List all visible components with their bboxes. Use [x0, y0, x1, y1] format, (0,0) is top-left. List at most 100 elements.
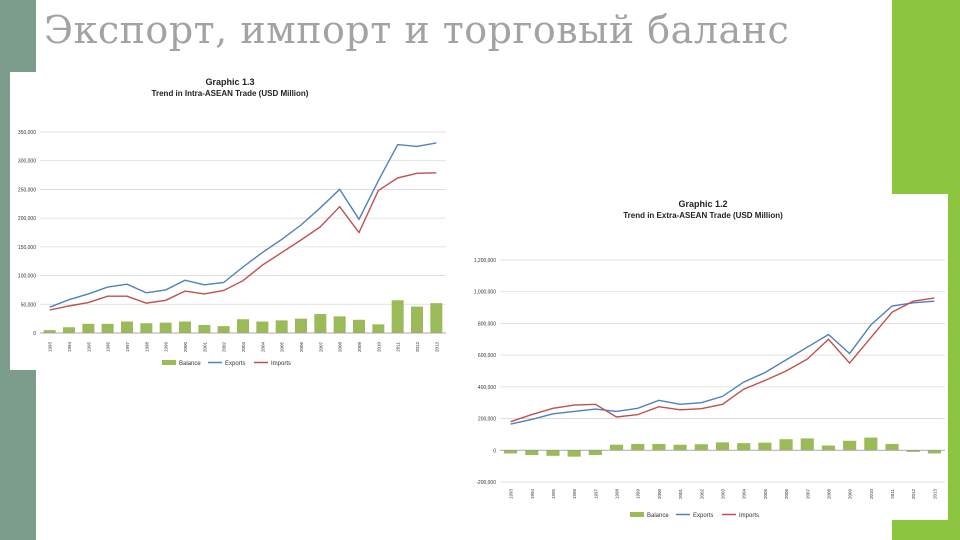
intra-balance-bar — [237, 319, 249, 333]
intra-x-tick-label: 1995 — [86, 342, 91, 353]
extra-balance-bar — [737, 443, 751, 451]
extra-balance-bar — [758, 442, 772, 451]
extra-x-tick-label: 1993 — [509, 489, 514, 500]
intra-balance-bar — [82, 323, 95, 333]
extra-x-tick-label: 2013 — [932, 489, 937, 500]
extra-x-tick-label: 1996 — [572, 489, 577, 500]
slide-title: Экспорт, импорт и торговый баланс — [44, 8, 790, 52]
intra-y-tick-label: 0 — [33, 331, 36, 337]
extra-chart-title: Graphic 1.2 — [678, 199, 727, 209]
extra-x-tick-label: 2011 — [890, 489, 895, 499]
intra-balance-bar — [372, 324, 385, 333]
extra-y-tick-label: 800,000 — [478, 321, 496, 327]
intra-balance-bar — [101, 323, 114, 333]
extra-chart-subtitle: Trend in Extra-ASEAN Trade (USD Million) — [623, 211, 783, 220]
intra-x-tick-label: 2012 — [415, 342, 420, 353]
extra-x-tick-label: 1994 — [530, 489, 535, 500]
intra-x-tick-label: 2011 — [396, 342, 401, 352]
intra-x-tick-label: 1997 — [125, 342, 130, 353]
extra-x-tick-label: 2003 — [721, 489, 726, 500]
intra-x-tick-label: 2006 — [299, 342, 304, 353]
extra-x-tick-label: 2008 — [826, 489, 831, 500]
extra-x-tick-label: 1998 — [615, 489, 620, 500]
intra-x-tick-label: 2004 — [260, 342, 265, 353]
intra-x-tick-label: 2013 — [434, 342, 439, 353]
extra-y-tick-label: -200,000 — [476, 480, 496, 486]
extra-y-tick-label: 0 — [493, 448, 496, 454]
intra-legend-label-imports: Imports — [271, 361, 291, 367]
intra-asean-trade-chart: Graphic 1.3 Trend in Intra-ASEAN Trade (U… — [10, 72, 450, 370]
extra-x-tick-label: 2001 — [678, 489, 683, 500]
intra-y-tick-label: 350,000 — [18, 130, 36, 136]
extra-legend-swatch-balance — [630, 512, 644, 517]
extra-exports-line — [510, 300, 935, 425]
intra-x-tick-label: 1994 — [67, 342, 72, 353]
extra-balance-bar — [546, 450, 560, 456]
intra-x-tick-label: 2007 — [318, 342, 323, 353]
intra-imports-line — [49, 172, 437, 311]
extra-balance-bar — [927, 450, 941, 454]
extra-x-tick-label: 2005 — [763, 489, 768, 500]
intra-x-tick-label: 2000 — [183, 342, 188, 353]
intra-x-tick-label: 1999 — [164, 342, 169, 353]
intra-x-tick-label: 2005 — [280, 342, 285, 353]
intra-x-tick-label: 1996 — [106, 342, 111, 353]
extra-x-tick-label: 2012 — [911, 489, 916, 500]
intra-balance-bar — [391, 300, 404, 333]
extra-asean-trade-chart: Graphic 1.2 Trend in Extra-ASEAN Trade (U… — [455, 194, 948, 520]
extra-x-tick-label: 2004 — [742, 489, 747, 500]
intra-chart-title: Graphic 1.3 — [205, 77, 254, 87]
extra-y-tick-label: 600,000 — [478, 353, 496, 359]
intra-y-tick-label: 50,000 — [21, 302, 37, 308]
intra-x-tick-label: 2003 — [241, 342, 246, 353]
intra-balance-bar — [275, 320, 288, 333]
extra-x-tick-label: 2007 — [805, 489, 810, 500]
extra-y-tick-label: 400,000 — [478, 385, 496, 391]
intra-balance-bar — [411, 306, 423, 333]
intra-x-tick-label: 1998 — [144, 342, 149, 353]
extra-balance-bar — [800, 438, 814, 451]
intra-asean-chart-svg: Graphic 1.3 Trend in Intra-ASEAN Trade (U… — [18, 77, 446, 367]
intra-legend-label-balance: Balance — [179, 361, 201, 367]
extra-balance-bar — [504, 450, 518, 454]
extra-balance-bar — [715, 442, 730, 451]
extra-balance-bar — [885, 443, 899, 451]
intra-balance-bar — [256, 321, 269, 333]
intra-balance-bar — [353, 319, 365, 333]
extra-x-tick-label: 2010 — [869, 489, 874, 500]
extra-y-tick-label: 1,200,000 — [474, 258, 496, 264]
extra-y-tick-label: 1,000,000 — [474, 290, 496, 296]
extra-x-tick-label: 2002 — [699, 489, 704, 500]
extra-x-tick-label: 2000 — [657, 489, 662, 500]
intra-balance-bar — [121, 321, 133, 333]
extra-balance-bar — [843, 440, 857, 451]
intra-y-tick-label: 200,000 — [18, 216, 36, 222]
intra-exports-line — [49, 142, 437, 308]
intra-balance-bar — [43, 330, 56, 333]
intra-chart-subtitle: Trend in Intra-ASEAN Trade (USD Million) — [152, 89, 309, 98]
extra-balance-bar — [631, 443, 645, 451]
extra-y-tick-label: 200,000 — [478, 417, 496, 423]
intra-y-tick-label: 150,000 — [18, 245, 36, 251]
extra-asean-chart-svg: Graphic 1.2 Trend in Extra-ASEAN Trade (U… — [474, 199, 945, 519]
intra-y-tick-label: 100,000 — [18, 274, 36, 280]
extra-x-tick-label: 1995 — [551, 489, 556, 500]
intra-y-tick-label: 250,000 — [18, 187, 36, 193]
extra-balance-bar — [694, 444, 708, 451]
extra-legend-label-imports: Imports — [739, 513, 759, 519]
extra-x-tick-label: 2009 — [848, 489, 853, 500]
intra-balance-bar — [140, 323, 153, 333]
intra-balance-bar — [159, 322, 172, 333]
extra-balance-bar — [588, 450, 602, 456]
extra-balance-bar — [525, 450, 539, 456]
intra-x-tick-label: 2008 — [338, 342, 343, 353]
intra-y-tick-label: 300,000 — [18, 159, 36, 165]
extra-balance-bar — [779, 439, 793, 451]
extra-balance-bar — [609, 444, 624, 451]
extra-balance-bar — [567, 450, 581, 457]
extra-legend-label-balance: Balance — [647, 513, 669, 519]
intra-balance-bar — [295, 318, 307, 333]
intra-balance-bar — [63, 327, 75, 333]
intra-balance-bar — [430, 303, 443, 333]
extra-balance-bar — [864, 437, 878, 451]
